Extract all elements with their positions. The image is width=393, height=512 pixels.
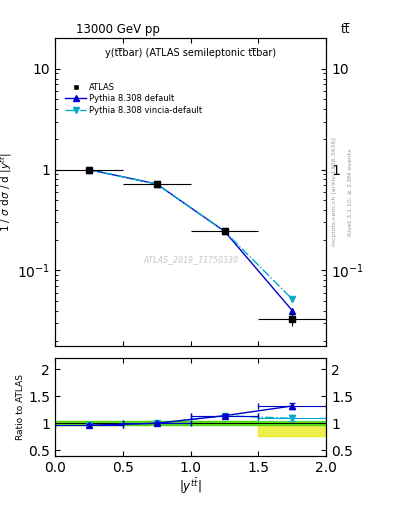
- Text: 13000 GeV pp: 13000 GeV pp: [76, 23, 160, 36]
- Text: ATLAS_2019_I1750330: ATLAS_2019_I1750330: [143, 255, 238, 264]
- Text: mcplots.cern.ch [arXiv:1306.3436]: mcplots.cern.ch [arXiv:1306.3436]: [332, 138, 337, 246]
- Text: y(tt̅bar) (ATLAS semileptonic tt̅bar): y(tt̅bar) (ATLAS semileptonic tt̅bar): [105, 48, 276, 58]
- X-axis label: $|y^{t\bar{t}}|$: $|y^{t\bar{t}}|$: [179, 477, 202, 497]
- Bar: [55, 421, 326, 425]
- Text: tt̅: tt̅: [341, 23, 351, 36]
- Y-axis label: 1 / $\sigma$ d$\sigma$ / d |$y^{t\bar{t}}$|: 1 / $\sigma$ d$\sigma$ / d |$y^{t\bar{t}…: [0, 152, 14, 232]
- Text: Rivet 3.1.10, ≥ 2.8M events: Rivet 3.1.10, ≥ 2.8M events: [348, 148, 353, 236]
- Legend: ATLAS, Pythia 8.308 default, Pythia 8.308 vincia-default: ATLAS, Pythia 8.308 default, Pythia 8.30…: [62, 79, 206, 118]
- Y-axis label: Ratio to ATLAS: Ratio to ATLAS: [17, 374, 26, 440]
